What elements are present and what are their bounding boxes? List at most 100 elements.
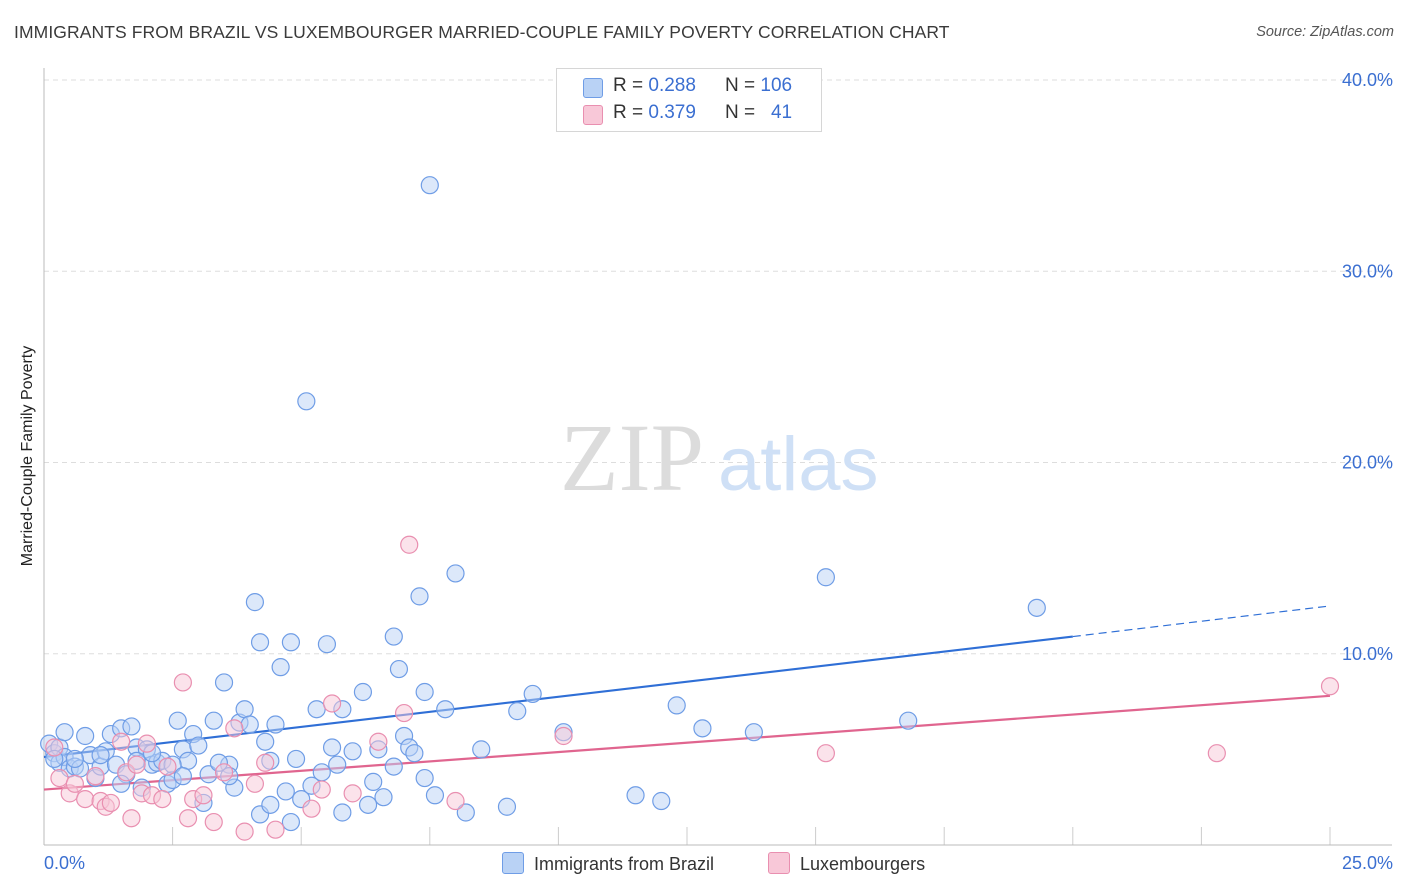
luxembourger-point-14 xyxy=(137,734,156,753)
brazil-point-51 xyxy=(317,635,337,654)
brazil-point-67 xyxy=(420,176,439,195)
brazil-point-70 xyxy=(446,564,465,583)
luxembourger-point-33 xyxy=(394,703,414,723)
brazil-point-78 xyxy=(667,696,686,715)
luxembourger-point-16 xyxy=(153,789,172,809)
luxembourger-point-34 xyxy=(400,535,419,554)
r-label: R = xyxy=(613,75,644,96)
axes xyxy=(43,68,1392,846)
brazil-point-53 xyxy=(328,755,347,774)
brazil-point-45 xyxy=(276,782,295,801)
brazil-point-37 xyxy=(235,700,254,719)
brazil-point-76 xyxy=(626,786,645,805)
luxembourger-point-32 xyxy=(369,732,388,751)
r-label: R = xyxy=(613,102,644,123)
n-label: N = xyxy=(725,102,756,123)
brazil-point-64 xyxy=(405,744,424,763)
luxembourger-point-5 xyxy=(86,767,105,786)
brazil-point-49 xyxy=(307,700,326,719)
legend-item-luxembourgers: Luxembourgers xyxy=(768,852,925,875)
legend-swatch-luxembourgers xyxy=(583,105,603,125)
brazil-point-61 xyxy=(389,659,409,679)
brazil-point-38 xyxy=(240,715,259,734)
brazil-point-94 xyxy=(281,812,301,832)
source-label: Source: ZipAtlas.com xyxy=(1256,24,1394,40)
brazil-trend-line xyxy=(43,635,1073,759)
luxembourger-point-31 xyxy=(343,784,362,803)
data-points xyxy=(40,176,1340,841)
luxembourger-point-39 xyxy=(1320,677,1340,696)
trend-lines xyxy=(43,605,1331,791)
brazil-point-56 xyxy=(353,682,373,702)
watermark: ZIP atlas xyxy=(560,404,879,511)
y-axis-label: Married-Couple Family Poverty xyxy=(19,345,36,567)
brazil-point-52 xyxy=(322,738,342,757)
luxembourger-point-3 xyxy=(65,774,84,793)
legend-r-brazil: R = 0.288 xyxy=(613,75,696,97)
brazil-point-46 xyxy=(281,633,301,652)
brazil-point-93 xyxy=(261,795,280,814)
luxembourger-point-19 xyxy=(178,809,198,828)
tick-labels: 10.0% 20.0% 30.0% 40.0% 0.0% 25.0% xyxy=(44,70,1393,873)
brazil-point-77 xyxy=(652,791,671,811)
y-tick-label-10: 10.0% xyxy=(1342,644,1393,664)
grid-lines xyxy=(44,79,1392,845)
luxembourger-point-21 xyxy=(194,786,213,805)
brazil-point-17 xyxy=(122,717,141,736)
luxembourger-point-22 xyxy=(204,812,223,832)
luxembourger-point-9 xyxy=(112,732,131,751)
luxembourger-point-26 xyxy=(245,774,265,793)
legend-swatch-luxembourgers xyxy=(768,852,790,874)
luxembourger-point-40 xyxy=(266,820,285,839)
brazil-point-74 xyxy=(523,684,542,704)
n-value: 41 xyxy=(770,102,793,123)
legend-label-luxembourgers: Luxembourgers xyxy=(800,854,926,874)
luxembourger-point-1 xyxy=(50,768,69,788)
legend-swatch-brazil xyxy=(502,852,524,874)
brazil-point-103 xyxy=(173,767,192,786)
brazil-point-30 xyxy=(189,736,208,755)
brazil-point-68 xyxy=(425,786,445,805)
brazil-point-59 xyxy=(374,788,393,807)
n-value: 106 xyxy=(760,75,793,96)
brazil-point-73 xyxy=(508,702,527,721)
brazil-point-101 xyxy=(55,723,74,742)
brazil-trend-extension xyxy=(1072,605,1331,638)
brazil-point-55 xyxy=(343,742,362,761)
brazil-point-66 xyxy=(415,682,434,702)
watermark-atlas: atlas xyxy=(718,422,879,507)
brazil-point-48 xyxy=(297,392,316,411)
legend-label-brazil: Immigrants from Brazil xyxy=(534,854,715,874)
brazil-point-32 xyxy=(204,711,223,730)
chart-title: IMMIGRANTS FROM BRAZIL VS LUXEMBOURGER M… xyxy=(14,22,950,42)
y-tick-label-20: 20.0% xyxy=(1342,453,1393,473)
y-tick-label-40: 40.0% xyxy=(1342,70,1393,90)
legend-row-brazil: R = 0.288 N = 106 xyxy=(557,75,821,99)
luxembourger-point-29 xyxy=(312,780,331,799)
brazil-point-99 xyxy=(415,768,434,788)
brazil-point-33 xyxy=(214,673,234,692)
luxembourger-point-24 xyxy=(225,719,244,738)
brazil-point-85 xyxy=(65,749,84,769)
brazil-point-43 xyxy=(266,715,285,734)
luxembourger-point-25 xyxy=(235,822,254,841)
x-tick-label-min: 0.0% xyxy=(44,853,85,873)
brazil-point-57 xyxy=(364,772,383,791)
luxembourger-point-28 xyxy=(302,799,321,818)
luxembourger-point-37 xyxy=(816,744,835,763)
brazil-point-98 xyxy=(384,757,403,776)
brazil-point-83 xyxy=(1027,598,1046,617)
brazil-point-65 xyxy=(410,587,429,606)
brazil-point-80 xyxy=(744,723,763,742)
luxembourger-point-12 xyxy=(127,755,146,774)
luxembourger-point-36 xyxy=(554,726,573,746)
legend-n-brazil: N = 106 xyxy=(725,75,792,97)
brazil-point-71 xyxy=(472,740,491,759)
brazil-point-40 xyxy=(250,633,270,652)
legend-row-luxembourgers: R = 0.379 N = 41 xyxy=(557,102,821,126)
x-tick-label-max: 25.0% xyxy=(1342,853,1393,873)
brazil-point-96 xyxy=(333,803,352,822)
brazil-point-79 xyxy=(693,719,712,738)
brazil-point-60 xyxy=(384,627,403,646)
